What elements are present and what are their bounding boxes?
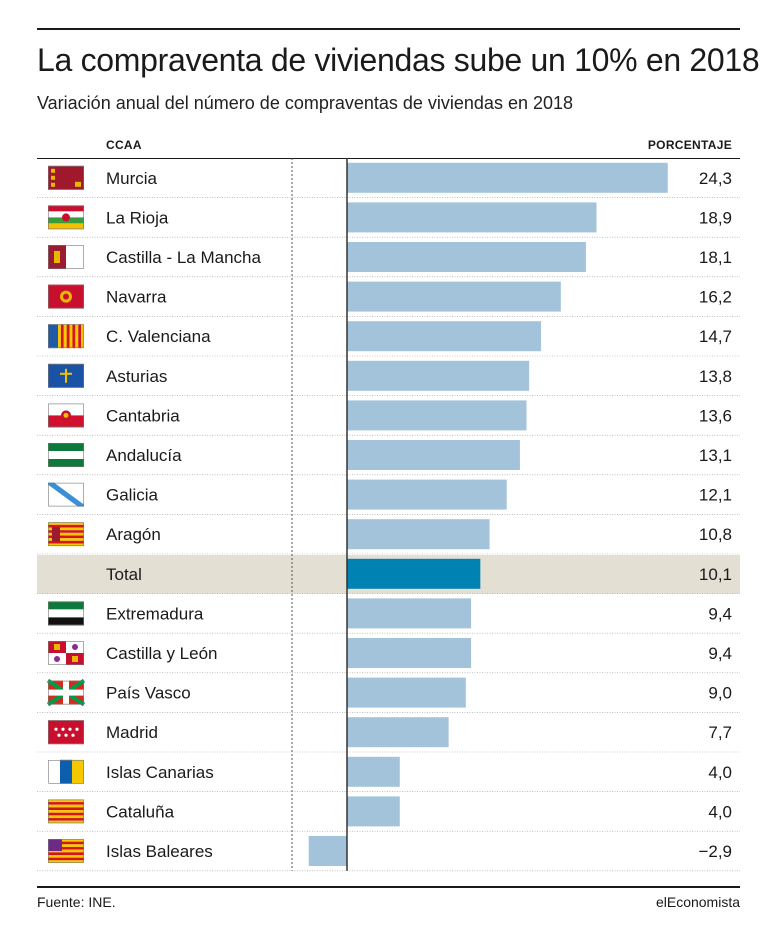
navarra-flag-icon bbox=[48, 284, 84, 309]
bottom-rule bbox=[37, 886, 740, 888]
islas-baleares-flag-icon bbox=[48, 839, 84, 863]
value-label-cantabria: 13,6 bbox=[699, 406, 732, 425]
chart-canvas: Murcia 24,3 La Rioja 18,9 Castilla - La Manc… bbox=[37, 158, 740, 872]
chart-subtitle: Variación anual del número de compravent… bbox=[37, 93, 574, 113]
bar-cataluna bbox=[347, 796, 400, 827]
value-label-navarra: 16,2 bbox=[699, 288, 732, 307]
row-label-murcia: Murcia bbox=[106, 169, 158, 188]
value-label-cataluna: 4,0 bbox=[708, 802, 732, 821]
row-label-castilla-y-leon: Castilla y León bbox=[106, 644, 218, 663]
value-label-murcia: 24,3 bbox=[699, 169, 732, 188]
value-label-la-rioja: 18,9 bbox=[699, 208, 732, 227]
bar-murcia bbox=[347, 162, 668, 193]
value-label-extremadura: 9,4 bbox=[708, 604, 732, 623]
value-label-madrid: 7,7 bbox=[708, 723, 732, 742]
madrid-flag-icon bbox=[48, 720, 84, 745]
islas-canarias-flag-icon bbox=[48, 759, 84, 784]
bar-madrid bbox=[347, 717, 449, 748]
row-label-andalucia: Andalucía bbox=[106, 446, 182, 465]
value-label-castilla-la-mancha: 18,1 bbox=[699, 248, 732, 267]
cataluna-flag-icon bbox=[48, 799, 84, 824]
bar-total bbox=[347, 558, 481, 589]
row-label-islas-baleares: Islas Baleares bbox=[106, 842, 213, 861]
row-label-c-valenciana: C. Valenciana bbox=[106, 327, 211, 346]
value-label-galicia: 12,1 bbox=[699, 486, 732, 505]
bar-pais-vasco bbox=[347, 677, 466, 708]
row-label-islas-canarias: Islas Canarias bbox=[106, 763, 214, 782]
column-header-ccaa: CCAA bbox=[106, 138, 142, 152]
value-label-castilla-y-leon: 9,4 bbox=[708, 644, 732, 663]
top-rule bbox=[37, 28, 740, 30]
bar-extremadura bbox=[347, 598, 472, 629]
castilla-la-mancha-flag-icon bbox=[48, 245, 84, 269]
aragon-flag-icon bbox=[48, 522, 84, 547]
chart-title: La compraventa de viviendas sube un 10% … bbox=[37, 42, 760, 78]
bar-chart: Murcia 24,3 La Rioja 18,9 Castilla - La Manc… bbox=[37, 158, 740, 872]
bar-cantabria bbox=[347, 400, 527, 431]
pais-vasco-flag-icon bbox=[46, 678, 86, 707]
column-header-percentage: PORCENTAJE bbox=[647, 138, 732, 152]
asturias-flag-icon bbox=[48, 363, 84, 388]
cantabria-flag-icon bbox=[48, 403, 84, 428]
row-label-madrid: Madrid bbox=[106, 723, 158, 742]
bar-islas-canarias bbox=[347, 756, 400, 787]
row-label-navarra: Navarra bbox=[106, 288, 167, 307]
value-label-islas-baleares: −2,9 bbox=[698, 842, 732, 861]
row-label-extremadura: Extremadura bbox=[106, 604, 204, 623]
row-label-asturias: Asturias bbox=[106, 367, 167, 386]
value-label-andalucia: 13,1 bbox=[699, 446, 732, 465]
row-label-cataluna: Cataluña bbox=[106, 802, 175, 821]
andalucia-flag-icon bbox=[48, 443, 84, 467]
brand-label: elEconomista bbox=[655, 894, 740, 910]
castilla-y-leon-flag-icon bbox=[48, 641, 84, 665]
row-label-la-rioja: La Rioja bbox=[106, 208, 169, 227]
c-valenciana-flag-icon bbox=[48, 324, 84, 349]
bar-islas-baleares bbox=[308, 836, 347, 866]
galicia-flag-icon bbox=[48, 482, 84, 507]
la-rioja-flag-icon bbox=[48, 205, 84, 230]
row-label-galicia: Galicia bbox=[106, 486, 159, 505]
extremadura-flag-icon bbox=[48, 601, 84, 626]
bar-navarra bbox=[347, 281, 561, 312]
value-label-c-valenciana: 14,7 bbox=[699, 327, 732, 346]
value-label-islas-canarias: 4,0 bbox=[708, 763, 732, 782]
row-label-cantabria: Cantabria bbox=[106, 406, 180, 425]
value-label-total: 10,1 bbox=[699, 565, 732, 584]
row-label-aragon: Aragón bbox=[106, 525, 161, 544]
bar-castilla-y-leon bbox=[347, 638, 472, 668]
row-label-castilla-la-mancha: Castilla - La Mancha bbox=[106, 248, 262, 267]
value-label-pais-vasco: 9,0 bbox=[708, 684, 732, 703]
murcia-flag-icon bbox=[48, 165, 84, 190]
bar-asturias bbox=[347, 360, 530, 391]
bar-andalucia bbox=[347, 440, 520, 470]
row-label-pais-vasco: País Vasco bbox=[106, 684, 191, 703]
bar-la-rioja bbox=[347, 202, 597, 233]
source-note: Fuente: INE. bbox=[37, 894, 116, 910]
value-label-aragon: 10,8 bbox=[699, 525, 732, 544]
bar-castilla-la-mancha bbox=[347, 242, 586, 272]
bar-c-valenciana bbox=[347, 321, 542, 352]
row-label-total: Total bbox=[106, 565, 142, 584]
value-label-asturias: 13,8 bbox=[699, 367, 732, 386]
bar-galicia bbox=[347, 479, 507, 510]
bar-aragon bbox=[347, 519, 490, 550]
